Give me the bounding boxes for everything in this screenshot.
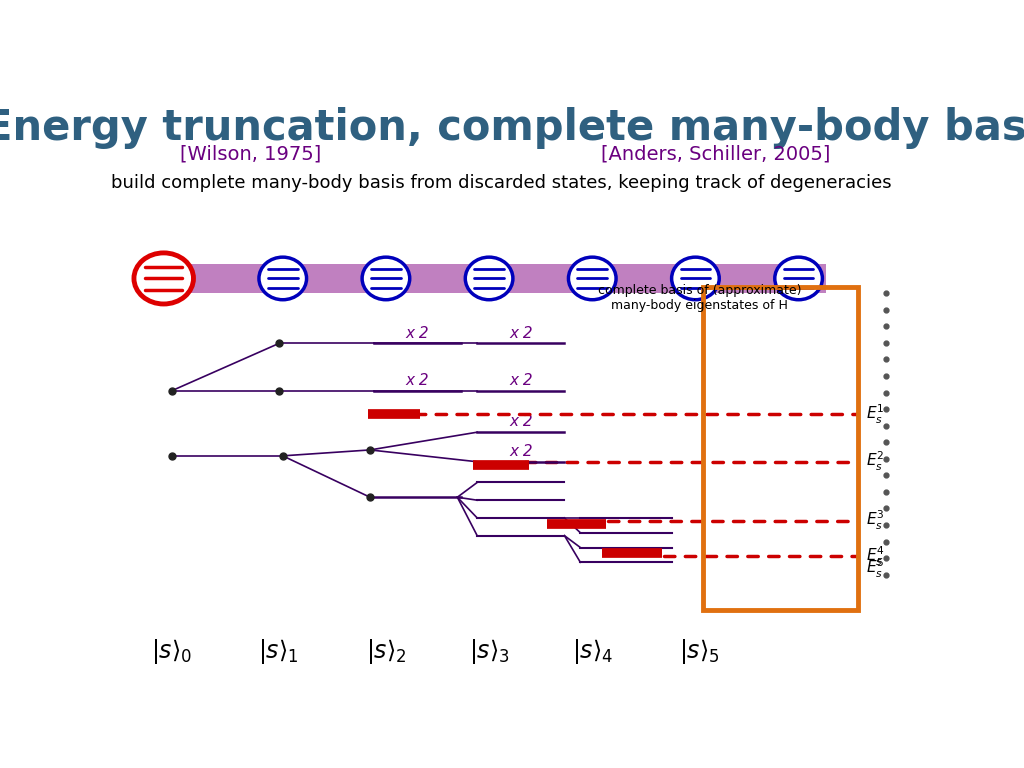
- Text: Energy truncation, complete many-body basis: Energy truncation, complete many-body ba…: [0, 107, 1024, 149]
- Bar: [160, 264, 826, 293]
- Text: $|s\rangle_{1}$: $|s\rangle_{1}$: [258, 637, 299, 666]
- Text: $|s\rangle_{3}$: $|s\rangle_{3}$: [469, 637, 510, 666]
- Text: $E_s^5$: $E_s^5$: [866, 557, 885, 580]
- Text: $E_s^2$: $E_s^2$: [866, 450, 885, 473]
- Text: x 2: x 2: [509, 444, 532, 458]
- Ellipse shape: [465, 257, 513, 300]
- Text: complete basis of (approximate)
many-body eigenstates of H: complete basis of (approximate) many-bod…: [598, 284, 801, 313]
- Ellipse shape: [134, 253, 194, 304]
- Ellipse shape: [672, 257, 719, 300]
- Ellipse shape: [568, 257, 616, 300]
- Text: $E_s^3$: $E_s^3$: [866, 509, 885, 532]
- Text: x 2: x 2: [509, 372, 532, 388]
- Text: $|s\rangle_{4}$: $|s\rangle_{4}$: [571, 637, 613, 666]
- Ellipse shape: [362, 257, 410, 300]
- Bar: [703, 287, 858, 610]
- Text: x 2: x 2: [509, 414, 532, 429]
- Text: build complete many-body basis from discarded states, keeping track of degenerac: build complete many-body basis from disc…: [111, 174, 891, 192]
- Ellipse shape: [259, 257, 306, 300]
- Text: $E_s^4$: $E_s^4$: [866, 545, 885, 568]
- Text: [Wilson, 1975]: [Wilson, 1975]: [180, 144, 322, 163]
- Text: x 2: x 2: [509, 326, 532, 340]
- Text: [Anders, Schiller, 2005]: [Anders, Schiller, 2005]: [601, 144, 829, 163]
- Text: $|s\rangle_{0}$: $|s\rangle_{0}$: [152, 637, 193, 666]
- Text: $E_s^1$: $E_s^1$: [866, 403, 885, 426]
- Text: x 2: x 2: [406, 326, 429, 340]
- Text: $|s\rangle_{2}$: $|s\rangle_{2}$: [366, 637, 407, 666]
- Text: x 2: x 2: [406, 372, 429, 388]
- Text: $|s\rangle_{5}$: $|s\rangle_{5}$: [679, 637, 720, 666]
- Ellipse shape: [775, 257, 822, 300]
